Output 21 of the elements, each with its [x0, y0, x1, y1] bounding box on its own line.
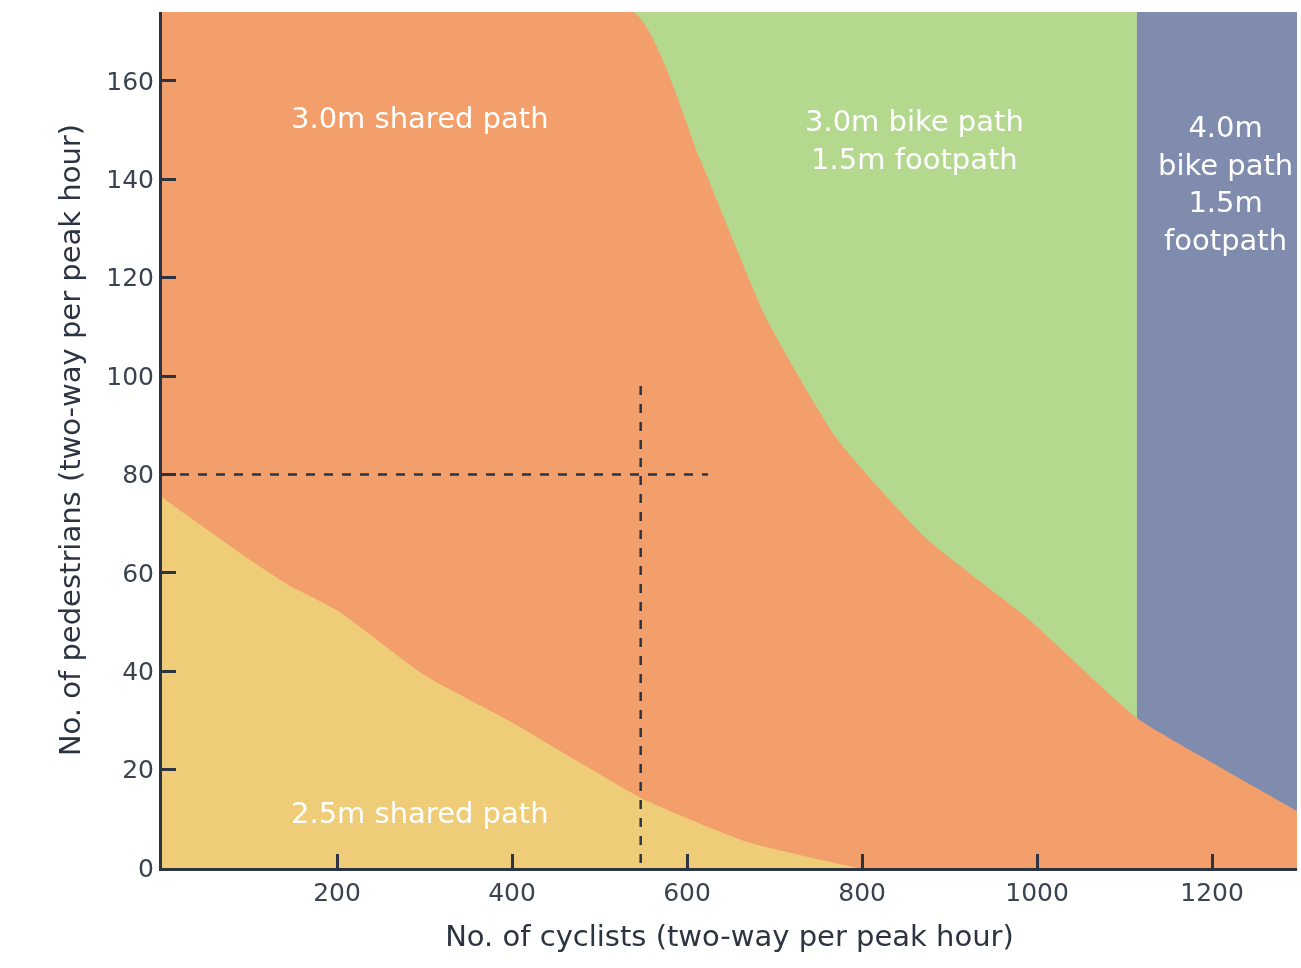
y-tick-label: 20: [122, 755, 154, 785]
y-tick-label: 80: [122, 460, 154, 490]
x-tick-label: 200: [313, 878, 361, 907]
y-axis-title: No. of pedestrians (two-way per peak hour): [52, 123, 87, 757]
series-label: 4.0m bike path 1.5m footpath: [1158, 110, 1294, 258]
y-tick-label: 100: [106, 361, 154, 391]
y-tick-label: 60: [122, 558, 154, 588]
x-tick-label: 1000: [1005, 878, 1069, 907]
y-tick-label: 160: [106, 66, 154, 96]
x-tick-label: 800: [838, 878, 886, 907]
x-tick-label: 600: [663, 878, 711, 907]
y-tick-label: 0: [138, 853, 154, 883]
y-tick-label: 40: [122, 656, 154, 686]
x-tick-label: 400: [488, 878, 536, 907]
y-tick-label: 140: [106, 165, 154, 195]
y-tick-label: 120: [106, 263, 154, 293]
series-label: 3.0m bike path 1.5m footpath: [805, 104, 1024, 176]
x-axis-title: No. of cyclists (two-way per peak hour): [445, 918, 1014, 953]
series-label: 3.0m shared path: [291, 101, 549, 135]
series-label: 2.5m shared path: [291, 796, 549, 830]
x-tick-label: 1200: [1180, 878, 1244, 907]
